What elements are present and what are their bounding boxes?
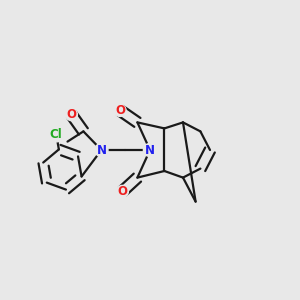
- Text: N: N: [145, 143, 155, 157]
- Circle shape: [65, 109, 77, 121]
- Circle shape: [114, 104, 126, 116]
- Circle shape: [48, 126, 64, 142]
- Text: N: N: [96, 143, 106, 157]
- Circle shape: [116, 185, 128, 197]
- Text: O: O: [117, 185, 128, 198]
- Text: O: O: [66, 108, 76, 121]
- Text: Cl: Cl: [50, 128, 62, 140]
- Text: O: O: [115, 104, 125, 117]
- Circle shape: [95, 143, 108, 157]
- Circle shape: [143, 143, 157, 157]
